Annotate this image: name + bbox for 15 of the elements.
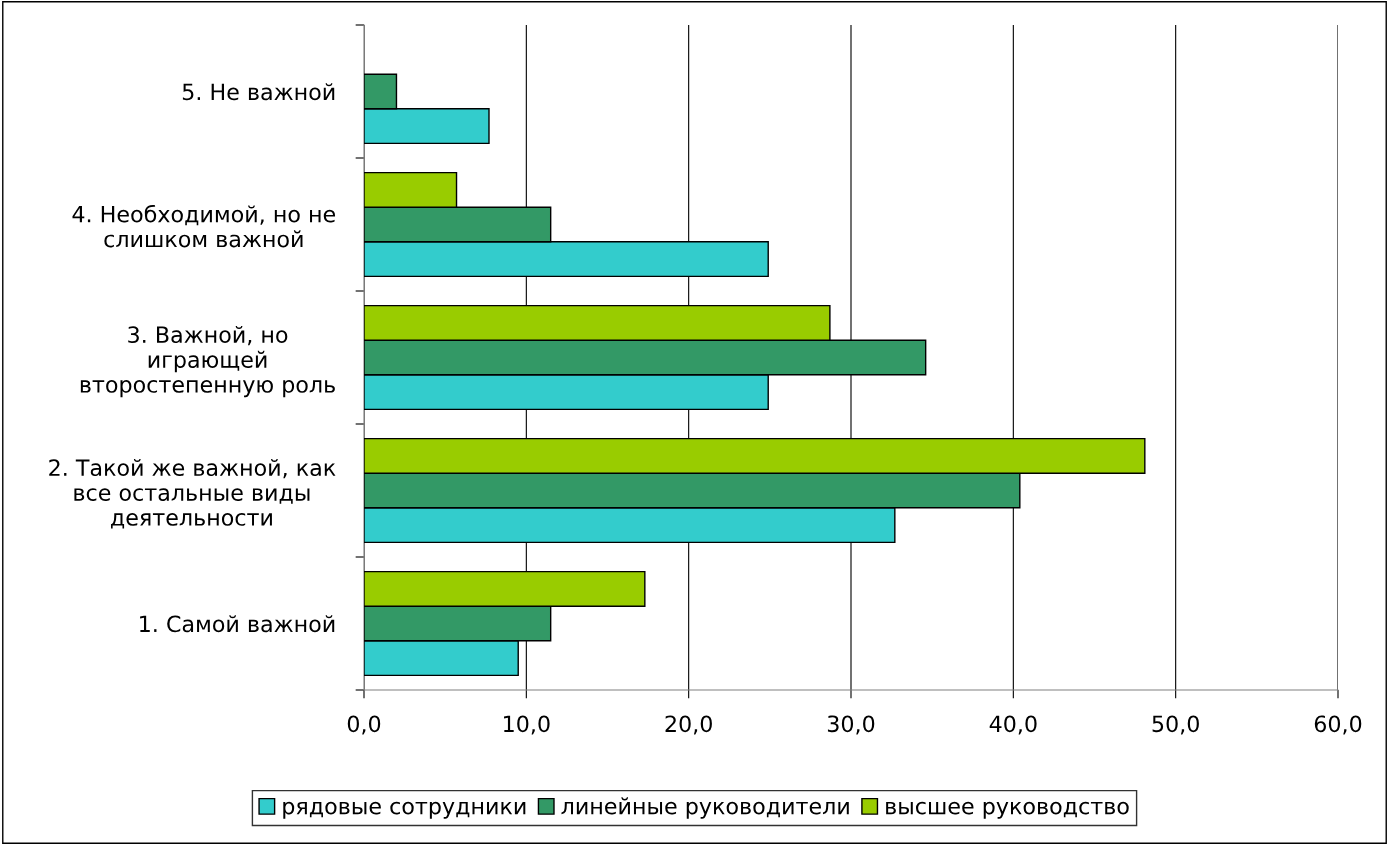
- y-tick-label: 5. Не важной: [182, 83, 335, 101]
- x-tick-label: 40,0: [989, 715, 1037, 735]
- y-tick-label: 2. Такой же важной, как все остальные виды деятельности: [49, 458, 336, 529]
- x-tick-label: 50,0: [1152, 715, 1199, 735]
- y-tick-label: 4. Необходимой, но не слишком важной: [72, 204, 336, 248]
- x-tick-label: 30,0: [827, 715, 875, 735]
- legend-label: линейные руководители: [561, 797, 849, 819]
- y-tick-label: 1. Самой важной: [140, 615, 335, 633]
- x-tick-label: 0,0: [347, 715, 381, 735]
- x-tick-label: 10,0: [504, 715, 550, 735]
- y-tick-label: 3. Важной, но играющей второстепенную роль: [80, 325, 335, 398]
- x-tick-label: 60,0: [1314, 715, 1362, 735]
- x-tick-label: 20,0: [665, 715, 712, 735]
- legend-label: рядовые сотрудники: [283, 801, 526, 819]
- legend-label: высшее руководство: [886, 801, 1129, 819]
